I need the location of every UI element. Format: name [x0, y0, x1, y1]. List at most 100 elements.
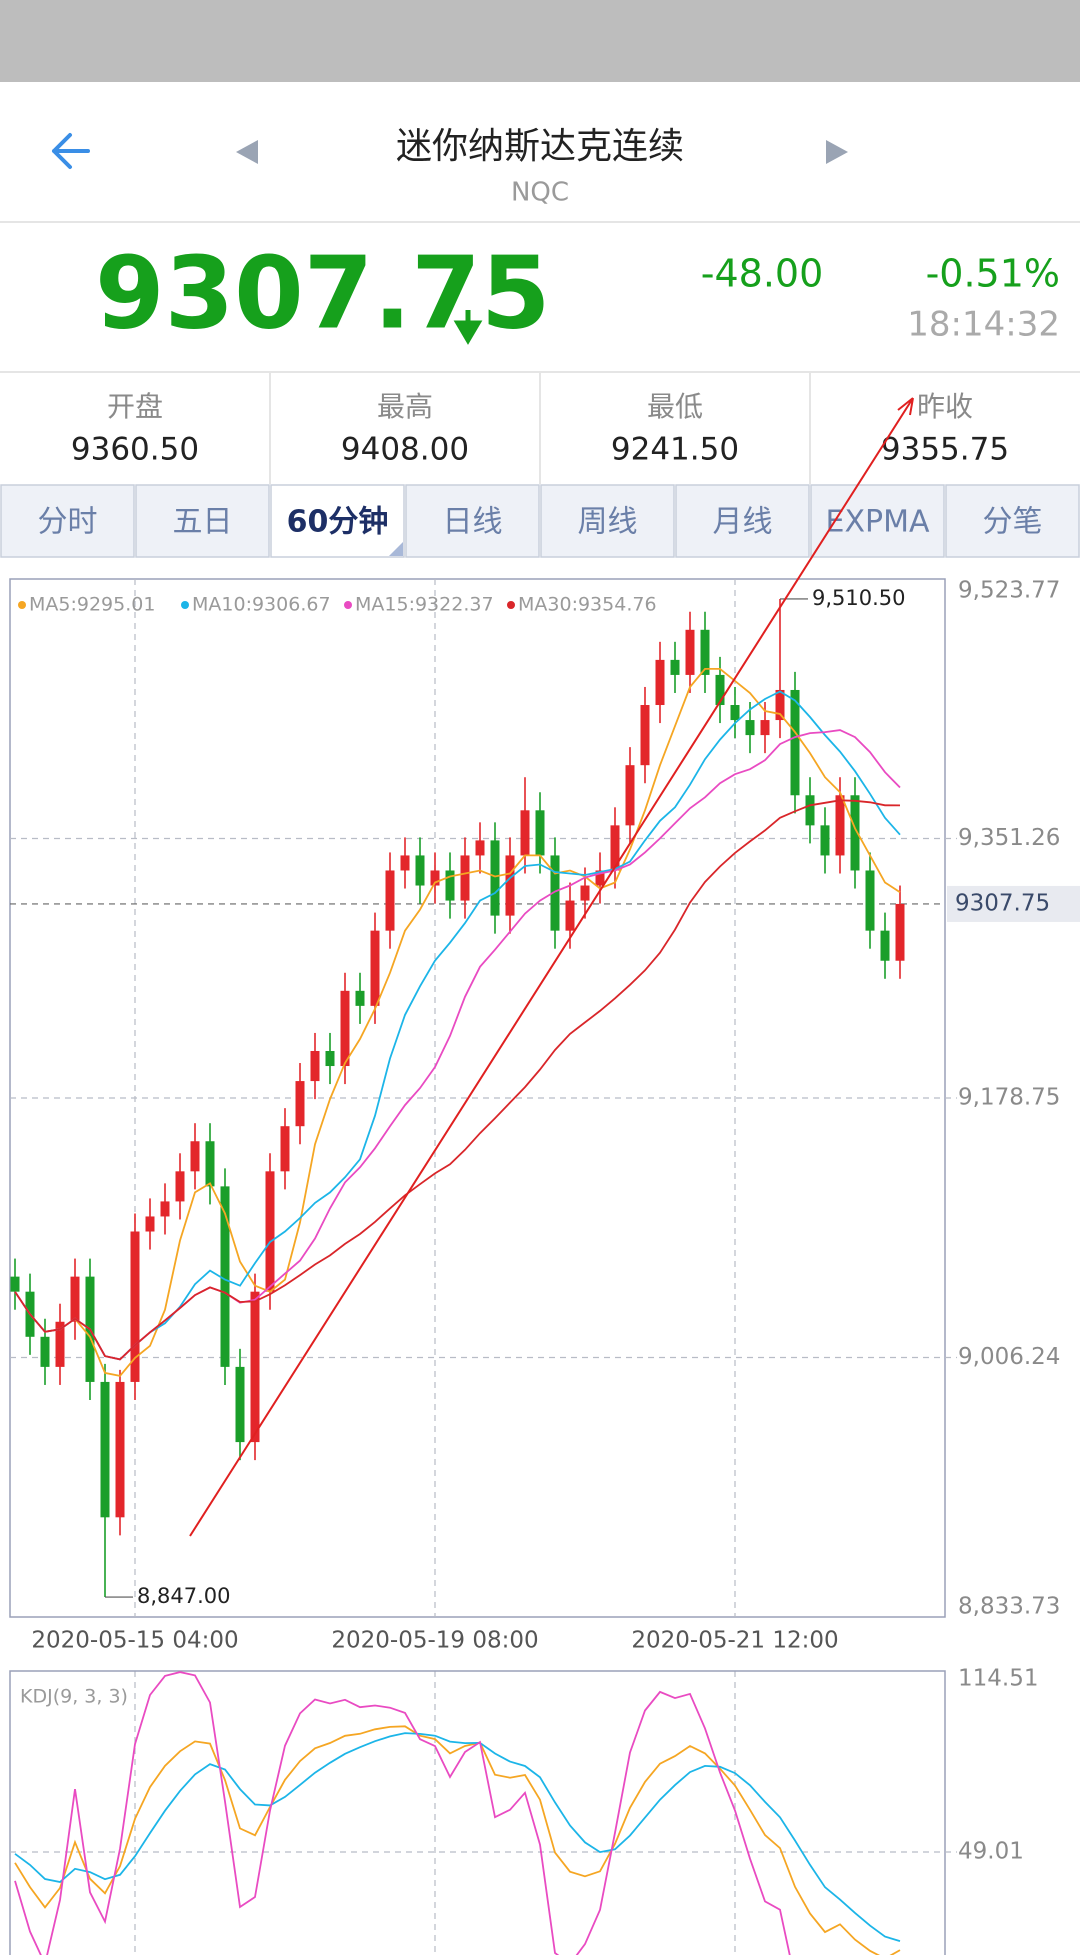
candle-body [625, 765, 635, 826]
back-button[interactable] [52, 133, 90, 169]
candle-body [370, 930, 380, 1006]
legend-label: MA10:9306.67 [192, 594, 331, 616]
change: -48.00 [701, 252, 824, 296]
tab-label[interactable]: 分时 [38, 505, 98, 540]
candle-body [730, 705, 740, 721]
stat-label: 最低 [647, 390, 703, 423]
stat-label: 昨收 [917, 390, 973, 423]
candle-body [655, 659, 665, 706]
candle-body [760, 720, 770, 736]
candle-body [400, 855, 410, 871]
tab[interactable] [540, 484, 675, 558]
stat-value: 9355.75 [881, 432, 1009, 468]
tab[interactable] [0, 484, 135, 558]
candle-body [130, 1231, 140, 1382]
title: 迷你纳斯达克连续 [396, 126, 684, 167]
last-price-label: 9307.75 [955, 890, 1050, 916]
tab[interactable] [675, 484, 810, 558]
kdj-lines [14, 1671, 901, 1955]
candle-body [100, 1381, 110, 1518]
candle-body [445, 870, 455, 901]
candle-body [115, 1381, 125, 1518]
candle-body [640, 705, 650, 766]
tab-label[interactable]: 周线 [578, 505, 638, 540]
candle-body [160, 1201, 170, 1217]
candle-body [205, 1141, 215, 1187]
candle-body [595, 870, 605, 886]
x-tick-label: 2020-05-19 08:00 [331, 1628, 538, 1654]
candle-body [310, 1050, 320, 1082]
tab-label[interactable]: 60分钟 [287, 505, 389, 540]
candle-body [550, 855, 560, 931]
candle-body [235, 1366, 245, 1443]
candle-body [715, 674, 725, 706]
candle-body [835, 795, 845, 856]
stat-label: 最高 [377, 390, 433, 423]
candle-body [415, 855, 425, 886]
ma-line [14, 729, 901, 1361]
candle-body [820, 825, 830, 856]
tab[interactable] [135, 484, 270, 558]
candle-body [490, 840, 500, 916]
candle-body [295, 1081, 305, 1127]
y-tick-label: 9,178.75 [958, 1085, 1060, 1111]
candle-body [895, 903, 905, 961]
candle-body [505, 855, 515, 916]
ma-line [14, 690, 901, 1361]
candle-body [685, 629, 695, 675]
legend-label: MA30:9354.76 [518, 594, 657, 616]
candle-body [565, 900, 575, 931]
candle-body [535, 810, 545, 856]
tab[interactable] [945, 484, 1080, 558]
tab-label[interactable]: 分笔 [983, 505, 1043, 540]
kdj-line [14, 1671, 791, 1955]
kdj-tick-label: 49.01 [958, 1839, 1024, 1865]
y-tick-label: 9,006.24 [958, 1344, 1060, 1370]
symbol: NQC [511, 178, 569, 208]
tab[interactable] [405, 484, 540, 558]
next-button[interactable] [826, 140, 848, 164]
legend-label: MA15:9322.37 [355, 594, 494, 616]
tab-label[interactable]: 五日 [173, 505, 233, 540]
tab-label[interactable]: 月线 [713, 505, 773, 540]
kdj-title: KDJ(9, 3, 3) [20, 1686, 128, 1708]
legend-label: MA5:9295.01 [29, 594, 155, 616]
candle-body [520, 810, 530, 856]
candle-body [880, 930, 890, 961]
candle-body [190, 1141, 200, 1172]
candle-body [385, 870, 395, 931]
candle-body [850, 795, 860, 871]
x-tick-label: 2020-05-21 12:00 [631, 1628, 838, 1654]
stat-value: 9241.50 [611, 432, 739, 468]
candle-body [580, 885, 590, 901]
prev-button[interactable] [236, 140, 258, 164]
ma-line [14, 668, 901, 1377]
candle-body [790, 689, 800, 796]
change-pct: -0.51% [926, 252, 1060, 296]
max-label: 9,510.50 [812, 586, 906, 610]
candle-body [670, 659, 680, 675]
candle-body [220, 1186, 230, 1367]
candle-body [865, 870, 875, 931]
legend-dot [18, 601, 26, 609]
tab-label[interactable]: EXPMA [825, 505, 929, 540]
candle-body [145, 1216, 155, 1232]
candle-body [55, 1321, 65, 1367]
tab-label[interactable]: 日线 [443, 505, 503, 540]
ma-line [14, 799, 901, 1361]
candle-body [175, 1171, 185, 1202]
stat-value: 9408.00 [341, 432, 469, 468]
price: 9307.75 [95, 234, 550, 351]
candle-body [775, 689, 785, 721]
y-tick-label: 8,833.73 [958, 1594, 1060, 1620]
candle-body [460, 855, 470, 901]
y-tick-label: 9,351.26 [958, 825, 1060, 851]
candle-body [805, 795, 815, 826]
kdj-tick-label: 114.51 [958, 1666, 1038, 1692]
tab[interactable] [810, 484, 945, 558]
tab[interactable] [270, 484, 405, 558]
trend-line [189, 397, 914, 1537]
candle-body [700, 629, 710, 675]
legend-dot [344, 601, 352, 609]
